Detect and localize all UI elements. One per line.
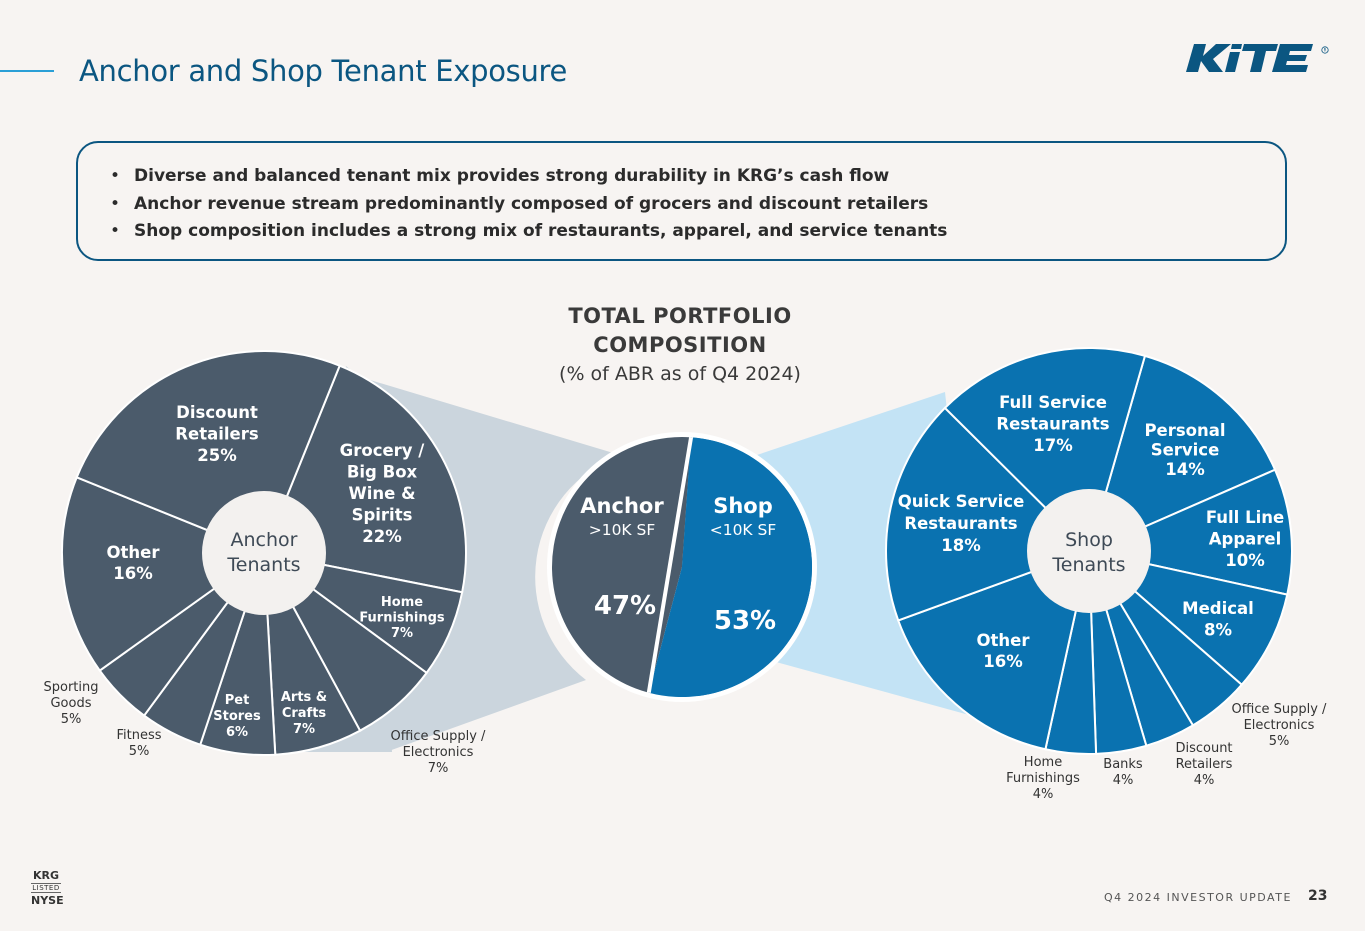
- title-line-2: COMPOSITION: [593, 333, 767, 357]
- kite-logo: R: [1186, 44, 1329, 72]
- center-slice-anchor: [551, 437, 692, 693]
- slice-label-arts-crafts: Arts & Crafts 7%: [281, 690, 327, 737]
- center-slice-shop: [648, 437, 812, 698]
- shop-pie: [885, 346, 1293, 755]
- slice-label-other-shop: Other 16%: [977, 631, 1031, 671]
- shop-slice: [896, 549, 1091, 751]
- bullet-item: Shop composition includes a strong mix o…: [108, 218, 1285, 246]
- slice-label-personal-service: Personal Service 14%: [1144, 421, 1225, 479]
- slice-label-pet-stores: Pet Stores 6%: [213, 693, 261, 740]
- slice-label-discount-retailers: Discount Retailers 25%: [175, 403, 259, 465]
- slice-label-office-supply-shop: Office Supply / Electronics 5%: [1232, 702, 1328, 749]
- anchor-center-hole: [202, 491, 326, 615]
- shop-slice: [1085, 468, 1293, 596]
- listed-label: LISTED: [31, 883, 61, 893]
- slice-label-office-supply: Office Supply / Electronics 7%: [391, 729, 487, 776]
- slice-label-home-furnishings: Home Furnishings 7%: [359, 595, 445, 641]
- slice-label-discount-shop: Discount Retailers 4%: [1175, 741, 1232, 788]
- shop-center-hole: [1027, 489, 1151, 613]
- footer-label: Q4 2024 INVESTOR UPDATE: [1104, 891, 1292, 904]
- slice-label-qsr: Quick Service Restaurants 18%: [898, 492, 1025, 555]
- title-line-1: TOTAL PORTFOLIO: [568, 304, 792, 328]
- page-title: Anchor and Shop Tenant Exposure: [79, 54, 568, 88]
- page-number: 23: [1308, 888, 1328, 904]
- anchor-center-label: Anchor Tenants: [226, 529, 300, 576]
- slice-label-medical: Medical 8%: [1182, 599, 1254, 640]
- bullet-item: Anchor revenue stream predominantly comp…: [108, 191, 1285, 219]
- center-sublabel-shop: <10K SF: [710, 521, 777, 539]
- anchor-slice: [61, 476, 267, 672]
- center-value-anchor: 47%: [594, 591, 656, 621]
- center-label-shop: Shop: [713, 494, 773, 518]
- center-label-anchor: Anchor: [580, 494, 664, 518]
- slice-label-fsr: Full Service Restaurants 17%: [996, 393, 1109, 455]
- slice-label-grocery: Grocery / Big Box Wine & Spirits 22%: [340, 441, 426, 546]
- center-divider: [646, 436, 694, 694]
- center-value-shop: 53%: [714, 606, 776, 636]
- slice-label-apparel: Full Line Apparel 10%: [1206, 508, 1284, 570]
- center-pie: [551, 436, 813, 698]
- shop-slice: [1087, 354, 1277, 553]
- slice-label-fitness: Fitness 5%: [116, 728, 161, 759]
- shop-center-label: Shop Tenants: [1051, 529, 1125, 576]
- ticker: KRG: [32, 869, 60, 882]
- slice-label-sporting-goods: Sporting Goods 5%: [43, 680, 98, 727]
- center-chart-title: TOTAL PORTFOLIO COMPOSITION (% of ABR as…: [520, 302, 840, 388]
- svg-text:R: R: [1324, 48, 1327, 53]
- exchange: NYSE: [31, 894, 64, 907]
- center-sublabel-anchor: >10K SF: [589, 521, 656, 539]
- slice-label-other: Other 16%: [107, 543, 161, 583]
- slice-label-banks: Banks 4%: [1103, 757, 1143, 788]
- subtitle: (% of ABR as of Q4 2024): [559, 363, 801, 385]
- title-accent-line: [0, 70, 54, 72]
- bullet-item: Diverse and balanced tenant mix provides…: [108, 163, 1285, 191]
- nyse-listing-badge: KRG LISTED NYSE: [31, 869, 64, 907]
- key-points-box: Diverse and balanced tenant mix provides…: [76, 141, 1287, 261]
- slice-label-home-shop: Home Furnishings 4%: [1006, 755, 1080, 802]
